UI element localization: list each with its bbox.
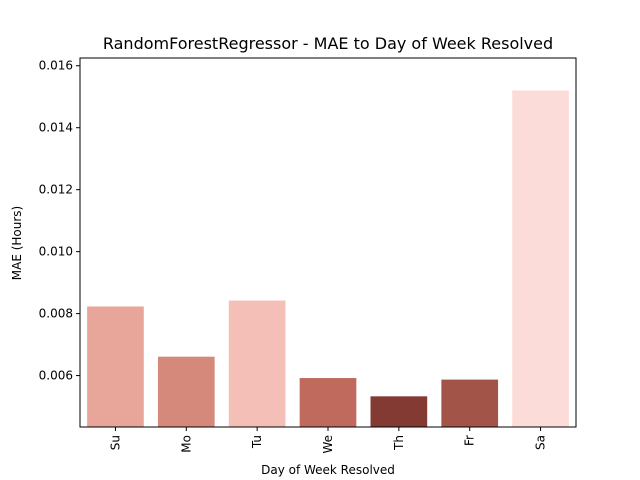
bar-tu [228,300,286,427]
y-tick-label: 0.012 [39,183,73,197]
x-tick-label: Fr [463,435,477,446]
y-tick-label: 0.010 [39,245,73,259]
bar-sa [512,90,569,427]
x-axis-label: Day of Week Resolved [261,463,395,477]
x-tick-label: Tu [250,435,264,449]
plot-frame [79,57,577,428]
y-tick-label: 0.008 [39,307,73,321]
y-axis: 0.006 0.008 0.010 0.012 0.014 0.016 [39,59,80,383]
y-tick-label: 0.014 [39,121,73,135]
bar-su [87,306,144,427]
y-tick-label: 0.016 [39,59,73,73]
bar-fr [441,379,499,427]
bar-th [370,396,428,427]
bars-group [87,90,569,427]
x-tick-label: Su [108,435,122,450]
x-tick-label: We [321,435,335,454]
chart-title: RandomForestRegressor - MAE to Day of We… [103,34,553,53]
x-tick-label: Mo [179,435,193,453]
x-tick-label: Th [392,435,406,451]
y-axis-label: MAE (Hours) [10,206,24,280]
x-axis: Su Mo Tu We Th Fr Sa [108,427,548,454]
x-tick-label: Sa [534,435,548,450]
bar-we [299,378,357,427]
bar-mo [157,356,215,427]
y-tick-label: 0.006 [39,369,73,383]
